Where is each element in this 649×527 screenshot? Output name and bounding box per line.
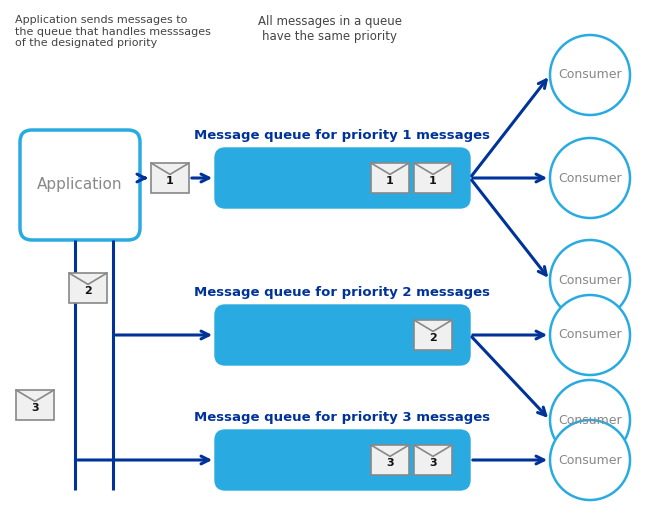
Circle shape	[550, 420, 630, 500]
Text: Application sends messages to
the queue that handles messsages
of the designated: Application sends messages to the queue …	[15, 15, 211, 48]
Text: 1: 1	[386, 176, 394, 186]
FancyBboxPatch shape	[414, 163, 452, 193]
Text: Message queue for priority 1 messages: Message queue for priority 1 messages	[194, 129, 490, 142]
Circle shape	[550, 138, 630, 218]
Text: Consumer: Consumer	[558, 274, 622, 287]
Text: 3: 3	[386, 458, 394, 468]
FancyBboxPatch shape	[20, 130, 140, 240]
FancyBboxPatch shape	[69, 273, 107, 303]
Text: Message queue for priority 2 messages: Message queue for priority 2 messages	[194, 286, 490, 299]
FancyBboxPatch shape	[215, 148, 470, 208]
FancyBboxPatch shape	[215, 430, 470, 490]
FancyBboxPatch shape	[414, 445, 452, 475]
Text: Consumer: Consumer	[558, 69, 622, 82]
Text: 1: 1	[429, 176, 437, 186]
Text: Consumer: Consumer	[558, 328, 622, 341]
Text: All messages in a queue
have the same priority: All messages in a queue have the same pr…	[258, 15, 402, 43]
Text: 3: 3	[31, 403, 39, 413]
Text: Consumer: Consumer	[558, 454, 622, 466]
FancyBboxPatch shape	[16, 390, 54, 420]
Text: Consumer: Consumer	[558, 171, 622, 184]
Circle shape	[550, 295, 630, 375]
Text: 1: 1	[166, 176, 174, 186]
Text: Consumer: Consumer	[558, 414, 622, 426]
Text: 3: 3	[429, 458, 437, 468]
FancyBboxPatch shape	[371, 445, 409, 475]
Text: 2: 2	[84, 286, 92, 296]
FancyBboxPatch shape	[215, 305, 470, 365]
Text: 2: 2	[429, 333, 437, 343]
FancyBboxPatch shape	[371, 163, 409, 193]
Circle shape	[550, 240, 630, 320]
FancyBboxPatch shape	[151, 163, 189, 193]
Circle shape	[550, 35, 630, 115]
Circle shape	[550, 380, 630, 460]
Text: Message queue for priority 3 messages: Message queue for priority 3 messages	[194, 411, 490, 424]
Text: Application: Application	[37, 178, 123, 192]
FancyBboxPatch shape	[414, 320, 452, 350]
